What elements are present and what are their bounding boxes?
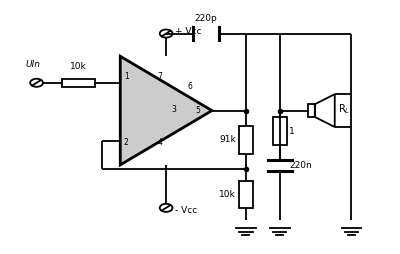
Text: 3: 3 (172, 105, 176, 114)
Text: 6: 6 (188, 82, 192, 91)
Text: R$_L$: R$_L$ (338, 102, 350, 116)
Text: 4: 4 (158, 138, 162, 147)
Text: 220p: 220p (195, 14, 217, 23)
Bar (272, 117, 287, 145)
Bar (239, 126, 253, 153)
Text: + Vcc: + Vcc (175, 26, 201, 36)
Text: 1: 1 (288, 126, 294, 136)
Text: - Vcc: - Vcc (175, 206, 197, 215)
Text: 10k: 10k (70, 62, 87, 71)
Text: 91k: 91k (219, 135, 236, 144)
Text: UIn: UIn (25, 60, 40, 69)
Polygon shape (120, 56, 212, 165)
Text: 5: 5 (196, 106, 200, 115)
Bar (62, 79, 95, 87)
Text: 2: 2 (124, 138, 129, 147)
Text: 220n: 220n (290, 161, 312, 170)
Text: 1: 1 (124, 72, 129, 81)
Bar (239, 181, 253, 209)
Text: 10k: 10k (219, 190, 236, 199)
Bar (308, 104, 315, 117)
Text: 7: 7 (158, 72, 162, 81)
